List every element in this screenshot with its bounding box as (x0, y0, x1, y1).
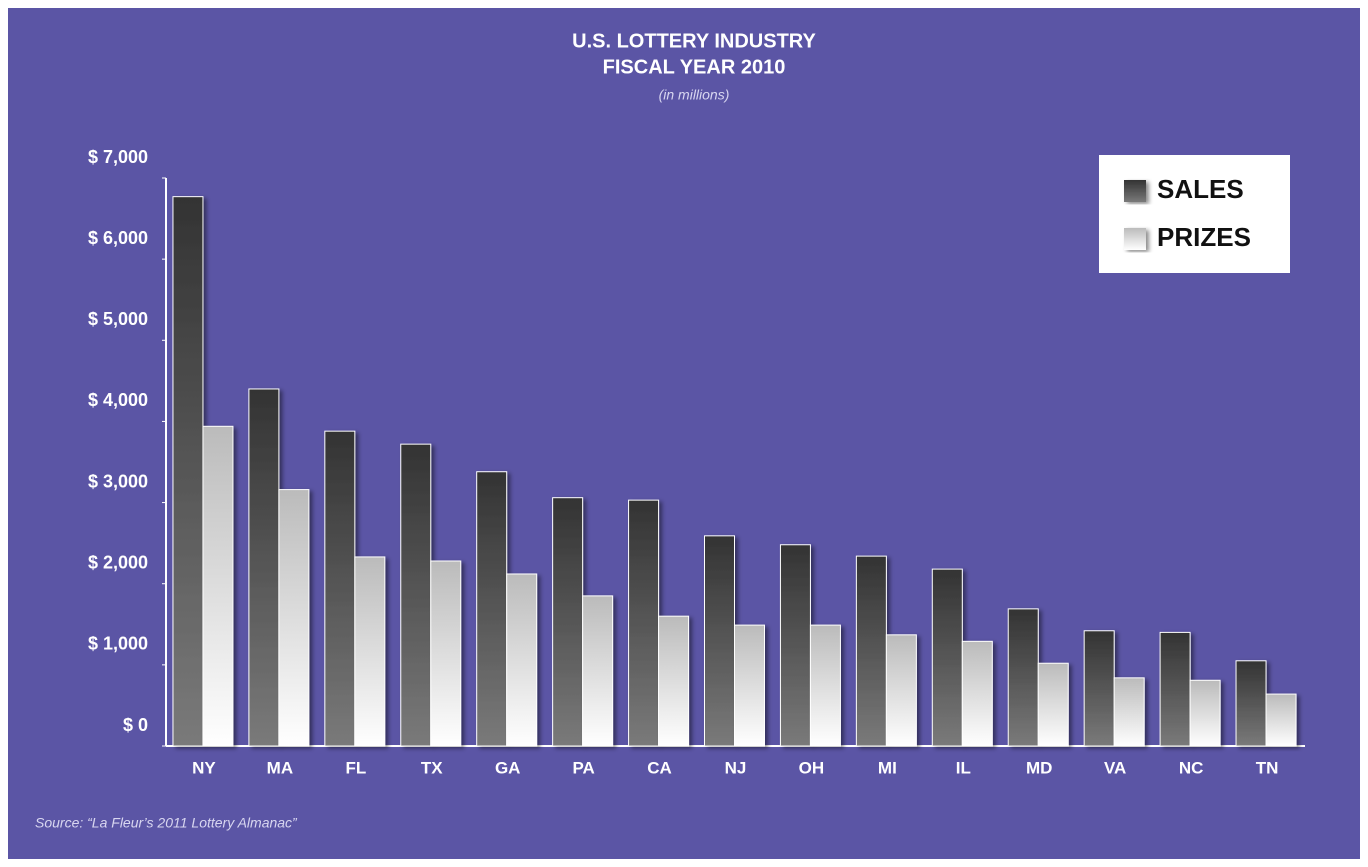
x-tick-label: MA (267, 758, 293, 777)
x-tick-label: FL (345, 758, 366, 777)
bar (354, 556, 386, 747)
bar (1159, 631, 1191, 747)
x-tick-label: TN (1256, 758, 1279, 777)
bar (400, 443, 432, 747)
bar (248, 388, 280, 747)
x-tick-label: NC (1179, 758, 1204, 777)
bar (1265, 693, 1297, 747)
x-tick-label: IL (956, 758, 971, 777)
x-tick-label: TX (421, 758, 443, 777)
bar (658, 615, 690, 747)
bar (734, 624, 765, 747)
bar (628, 499, 660, 747)
bar (506, 573, 538, 747)
legend-box (1099, 155, 1290, 273)
bar (704, 535, 735, 747)
bar (931, 568, 963, 747)
y-tick-label: $ 1,000 (88, 634, 148, 654)
chart-title: U.S. LOTTERY INDUSTRY (572, 30, 816, 52)
bar (885, 634, 917, 747)
legend-label: SALES (1157, 174, 1244, 204)
bar (855, 555, 887, 747)
bar (430, 560, 462, 747)
x-tick-label: GA (495, 758, 521, 777)
bar (202, 425, 234, 747)
y-tick-label: $ 0 (123, 715, 148, 735)
source: Source: “La Fleur’s 2011 Lottery Almanac… (35, 815, 298, 831)
bar (1007, 608, 1039, 747)
bar (324, 430, 356, 747)
bar (476, 471, 508, 747)
x-tick-label: MI (878, 758, 897, 777)
legend-swatch (1124, 180, 1146, 202)
x-tick-label: NY (192, 758, 216, 777)
y-tick-label: $ 3,000 (88, 471, 148, 491)
x-tick-label: OH (799, 758, 825, 777)
bar (1189, 679, 1221, 747)
bar (1037, 662, 1069, 747)
legend-label: PRIZES (1157, 222, 1251, 252)
y-tick-label: $ 5,000 (88, 309, 148, 329)
bar (582, 595, 614, 747)
bar (779, 544, 811, 747)
bar (1235, 660, 1267, 747)
bar (1113, 677, 1145, 747)
bar (809, 624, 841, 747)
legend-swatch (1124, 228, 1146, 250)
chart-subtitle: FISCAL YEAR 2010 (603, 56, 786, 78)
x-tick-label: PA (572, 758, 594, 777)
bar (552, 497, 584, 747)
x-tick-label: MD (1026, 758, 1052, 777)
bar (172, 196, 204, 747)
unit-note: (in millions) (659, 87, 730, 103)
x-tick-label: NJ (725, 758, 747, 777)
bar (1083, 630, 1115, 747)
bar (961, 640, 993, 747)
y-tick-label: $ 6,000 (88, 228, 148, 248)
x-tick-label: CA (647, 758, 672, 777)
y-tick-label: $ 2,000 (88, 552, 148, 572)
bar (278, 489, 310, 747)
y-tick-label: $ 7,000 (88, 147, 148, 167)
y-tick-label: $ 4,000 (88, 390, 148, 410)
x-tick-label: VA (1104, 758, 1126, 777)
